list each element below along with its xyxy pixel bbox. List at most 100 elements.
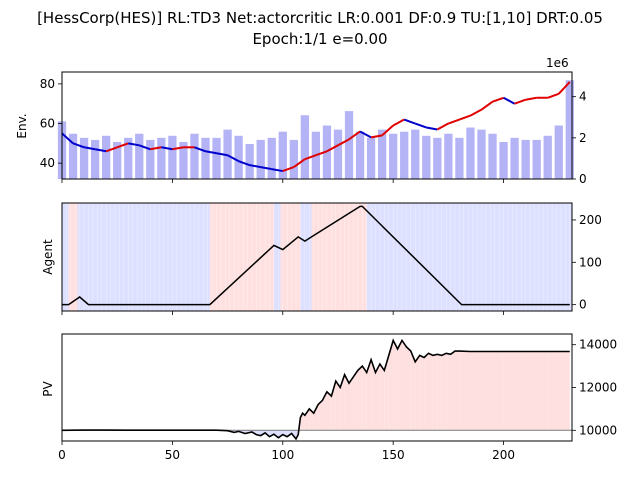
volume-bar [135, 133, 144, 179]
volume-bar [245, 144, 254, 179]
env-panel: 40 60 80 0 2 4 [40, 71, 587, 186]
pv-gain-area [437, 354, 442, 431]
pv-gain-area [402, 340, 407, 431]
volume-bar [433, 137, 442, 179]
price-segment [172, 146, 184, 151]
x-tick-label: 150 [382, 448, 405, 462]
pv-gain-area [428, 353, 433, 431]
env-right-axis-offset: 1e6 [546, 56, 569, 70]
pv-gain-area [335, 381, 341, 431]
volume-bar [565, 80, 574, 179]
pv-gain-area [322, 391, 327, 431]
price-segment [448, 118, 460, 125]
pv-gain-area [384, 355, 389, 431]
price-segment [249, 164, 261, 169]
pv-gain-area [503, 351, 526, 431]
price-segment [116, 142, 129, 149]
position-shade-buy [77, 203, 210, 311]
env-frame [61, 71, 573, 180]
price-segment [205, 150, 217, 155]
volume-bar [411, 129, 420, 179]
agent-ytick-label: 200 [579, 213, 602, 227]
env-ytick-label: 60 [40, 117, 55, 131]
price-segment [469, 108, 482, 117]
pv-gain-area [419, 355, 425, 431]
pv-loss-area [278, 430, 283, 438]
price-segment [392, 118, 405, 127]
position-shade-buy [366, 203, 572, 311]
price-segment [271, 168, 283, 173]
price-segment [161, 146, 173, 151]
volume-bar [79, 137, 89, 179]
volume-bar [212, 137, 221, 179]
price-segment [282, 166, 295, 173]
price-segment [304, 154, 317, 161]
pv-gain-area [309, 408, 314, 431]
pv-gain-area [349, 376, 354, 431]
pv-gain-area [481, 351, 504, 431]
price-segment [94, 148, 107, 153]
price-segment [315, 150, 328, 157]
volume-bar [477, 129, 486, 179]
price-segment [227, 154, 240, 163]
pv-gain-area [371, 359, 376, 431]
position-shade-buy [300, 203, 312, 311]
pv-gain-area [406, 346, 411, 431]
price-segment [216, 152, 228, 157]
x-tick-label: 200 [492, 448, 515, 462]
pv-gain-area [302, 413, 305, 431]
pv-gain-area [459, 351, 471, 431]
pv-ylabel: PV [41, 380, 55, 396]
volume-bar [124, 137, 133, 179]
price-segment [293, 158, 306, 168]
price-segment [72, 142, 85, 149]
price-segment [514, 98, 526, 105]
chart-title-line1: [HessCorp(HES)] RL:TD3 Net:actorcritic L… [37, 9, 603, 27]
pv-gain-area [344, 374, 350, 431]
volume-bar [499, 141, 508, 179]
agent-ytick-label: 100 [579, 255, 602, 269]
pv-gain-area [340, 374, 345, 431]
agent-ytick-label: 0 [579, 298, 587, 312]
env-right-ytick-label: 0 [579, 172, 587, 186]
pv-panel: 10000 12000 14000 0 50 100 150 200 [58, 333, 617, 462]
pv-gain-area [397, 340, 402, 431]
agent-ylabel: Agent [41, 239, 55, 275]
price-segment [83, 146, 96, 151]
pv-gain-area [415, 355, 420, 431]
price-segment [326, 144, 339, 153]
volume-bar [267, 137, 276, 179]
price-segment [414, 122, 427, 129]
volume-bar [444, 133, 453, 179]
position-shade-sell [209, 203, 274, 311]
x-tick-label: 0 [58, 448, 66, 462]
volume-bar [102, 135, 111, 179]
pv-line [61, 338, 570, 441]
price-segment [359, 130, 372, 139]
pv-gain-area [318, 400, 323, 431]
pv-ytick-label: 12000 [579, 381, 617, 395]
price-segment [480, 100, 494, 111]
price-segment [150, 146, 162, 151]
volume-bar [422, 135, 431, 179]
pv-gain-area [353, 370, 358, 431]
pv-gain-area [410, 351, 416, 431]
pv-gain-area [362, 366, 367, 431]
volume-bar [455, 137, 464, 179]
volume-bar [278, 131, 287, 179]
agent-frame [61, 202, 573, 312]
price-segment [426, 126, 438, 131]
price-segment [459, 114, 471, 121]
volume-bar [543, 135, 552, 179]
volume-bar [389, 133, 398, 179]
pv-gain-area [375, 363, 380, 431]
price-segment [337, 138, 350, 147]
chart-title-line2: Epoch:1/1 e=0.00 [252, 30, 387, 48]
volume-bar [68, 133, 78, 179]
pv-gain-area [432, 354, 438, 431]
agent-panel: 0 100 200 [61, 202, 602, 315]
price-segment [381, 124, 394, 137]
price-segment [238, 160, 251, 167]
volume-bar [234, 135, 243, 179]
volume-bar [532, 139, 541, 179]
